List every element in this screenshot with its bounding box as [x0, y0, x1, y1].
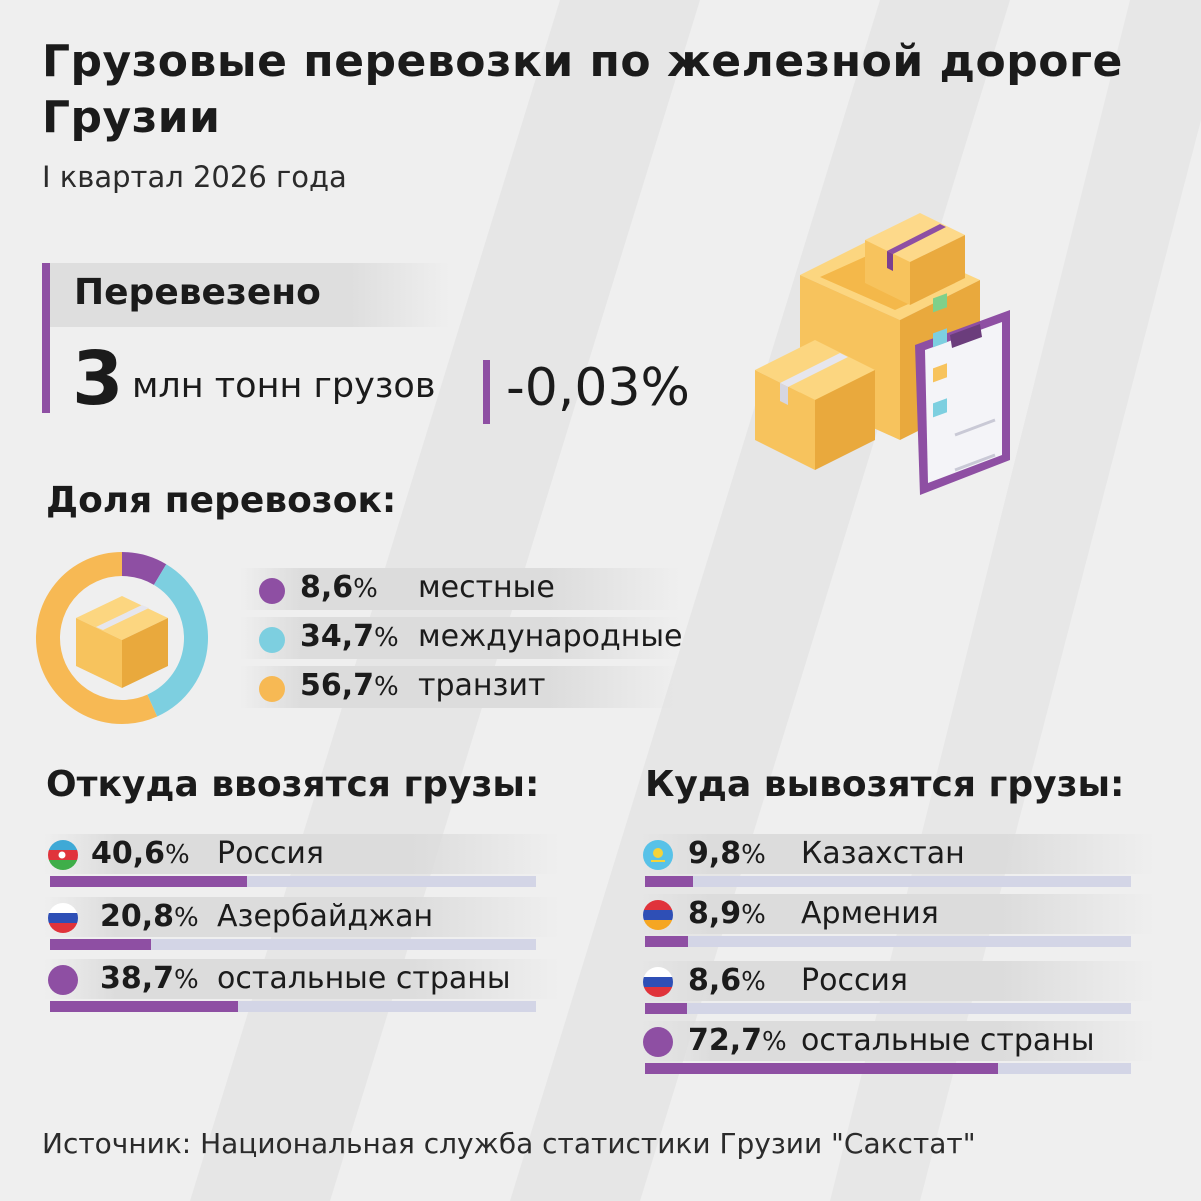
- bar-fill: [645, 1063, 999, 1074]
- row-percent: 40,6%: [91, 836, 190, 871]
- share-donut-chart: [36, 552, 208, 724]
- percent-sign: %: [741, 840, 766, 870]
- divider: [483, 360, 490, 424]
- donut-slice-1: [121, 552, 167, 586]
- donut-slice-3: [36, 552, 158, 724]
- row-band: [639, 894, 1155, 934]
- share-row-band-3: [240, 666, 680, 708]
- percent-sign: %: [374, 672, 399, 702]
- percent-sign: %: [762, 1027, 787, 1057]
- kazakhstan-flag-icon: [643, 840, 673, 870]
- percent-number: 8,9: [688, 896, 742, 931]
- row-band: [639, 834, 1155, 874]
- bar-track: [645, 936, 1131, 947]
- bar-track: [645, 1063, 1131, 1074]
- bar-track: [50, 1001, 536, 1012]
- row-percent: 72,7%: [688, 1023, 787, 1058]
- page-subtitle: I квартал 2026 года: [42, 160, 347, 194]
- bar-fill: [645, 876, 693, 887]
- transported-value: 3: [72, 336, 124, 422]
- row-label: Армения: [801, 896, 939, 931]
- bar-track: [50, 876, 536, 887]
- exports-heading: Куда вывозятся грузы:: [645, 764, 1125, 805]
- share-dot: [259, 578, 285, 604]
- bar-fill: [645, 936, 689, 947]
- russia-flag-icon: [48, 903, 78, 933]
- bar-track: [645, 876, 1131, 887]
- percent-number: 40,6: [91, 836, 166, 871]
- row-band: [639, 1021, 1155, 1061]
- share-label: местные: [418, 570, 555, 605]
- share-dot: [259, 627, 285, 653]
- percent-sign: %: [165, 840, 190, 870]
- row-percent: 9,8%: [688, 836, 766, 871]
- azerbaijan-flag-icon: [48, 840, 78, 870]
- row-label: Азербайджан: [217, 899, 434, 934]
- percent-number: 34,7: [300, 619, 375, 654]
- share-percent: 34,7%: [300, 619, 399, 654]
- row-label: остальные страны: [801, 1023, 1095, 1058]
- label-band: [50, 263, 450, 327]
- share-dot: [259, 676, 285, 702]
- row-label: Казахстан: [801, 836, 965, 871]
- row-percent: 20,8%: [100, 899, 199, 934]
- row-percent: 38,7%: [100, 961, 199, 996]
- armenia-flag-icon: [643, 900, 673, 930]
- box-icon: [76, 596, 168, 688]
- percent-number: 20,8: [100, 899, 175, 934]
- share-percent: 56,7%: [300, 668, 399, 703]
- share-label: международные: [418, 619, 683, 654]
- percent-sign: %: [374, 623, 399, 653]
- bar-fill: [50, 939, 152, 950]
- percent-number: 38,7: [100, 961, 175, 996]
- bar-track: [50, 939, 536, 950]
- bar-fill: [645, 1003, 687, 1014]
- share-row-band-2: [240, 617, 680, 659]
- percent-number: 8,6: [300, 570, 354, 605]
- percent-number: 9,8: [688, 836, 742, 871]
- row-label: Россия: [801, 963, 908, 998]
- row-band: [44, 897, 560, 937]
- row-band: [44, 959, 560, 999]
- accent-bar: [42, 263, 50, 413]
- other-countries-dot: [48, 965, 78, 995]
- percent-sign: %: [741, 900, 766, 930]
- share-label: транзит: [418, 668, 546, 703]
- percent-sign: %: [353, 574, 378, 604]
- percent-number: 8,6: [688, 963, 742, 998]
- share-percent: 8,6%: [300, 570, 378, 605]
- row-label: остальные страны: [217, 961, 511, 996]
- bar-fill: [50, 876, 248, 887]
- row-percent: 8,9%: [688, 896, 766, 931]
- bar-fill: [50, 1001, 239, 1012]
- percent-sign: %: [174, 903, 199, 933]
- boxes-clipboard-illustration: [755, 213, 1010, 495]
- percent-number: 72,7: [688, 1023, 763, 1058]
- row-label: Россия: [217, 836, 324, 871]
- share-row-band-1: [240, 568, 680, 610]
- russia-flag-icon: [643, 967, 673, 997]
- row-percent: 8,6%: [688, 963, 766, 998]
- percent-sign: %: [174, 965, 199, 995]
- share-heading: Доля перевозок:: [46, 480, 397, 521]
- percent-number: 56,7: [300, 668, 375, 703]
- imports-heading: Откуда ввозятся грузы:: [46, 764, 540, 805]
- transported-label: Перевезено: [74, 272, 321, 313]
- donut-slice-2: [146, 564, 208, 717]
- transported-unit: млн тонн грузов: [132, 366, 436, 406]
- page-title: Грузовые перевозки по железной дороге Гр…: [42, 36, 1123, 143]
- row-band: [44, 834, 560, 874]
- other-countries-dot: [643, 1027, 673, 1057]
- percent-sign: %: [741, 967, 766, 997]
- transported-change: -0,03%: [506, 358, 690, 418]
- row-band: [639, 961, 1155, 1001]
- bar-track: [645, 1003, 1131, 1014]
- source-note: Источник: Национальная служба статистики…: [42, 1127, 976, 1160]
